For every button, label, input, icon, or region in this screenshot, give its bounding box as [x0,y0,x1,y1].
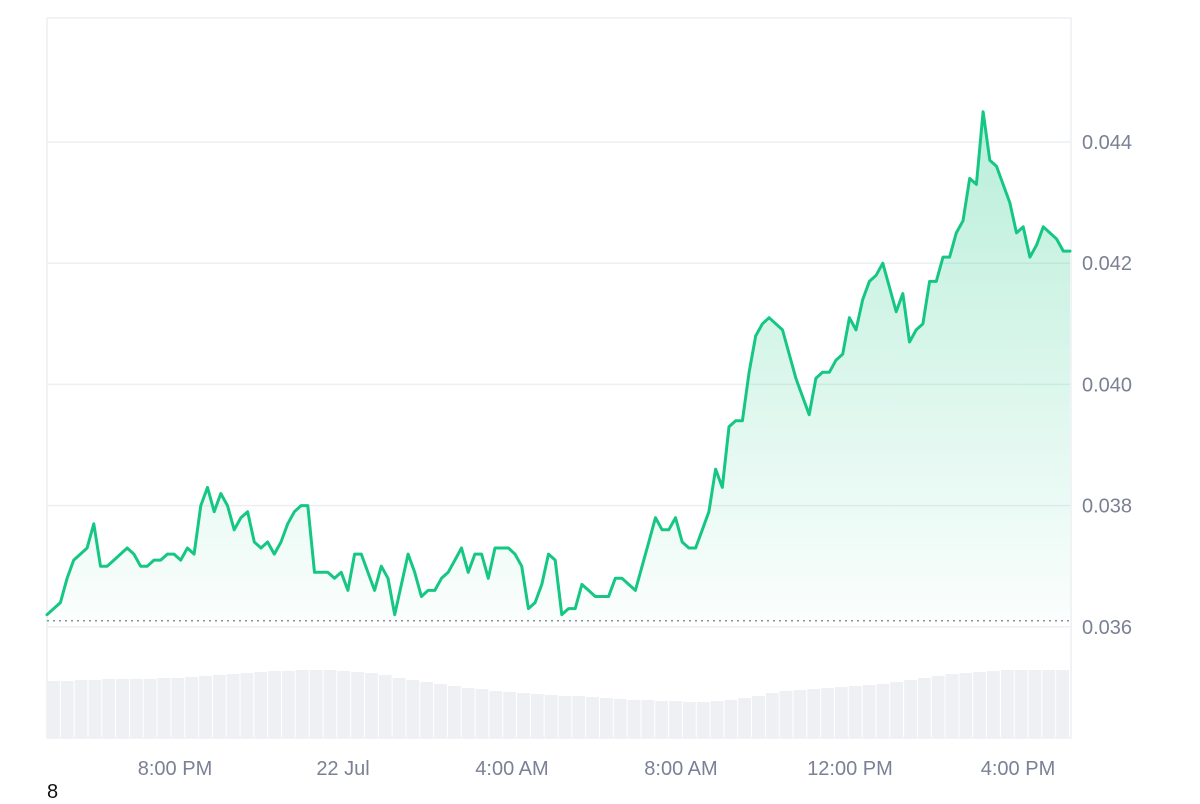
x-tick-label: 4:00 AM [475,758,548,780]
volume-bar [973,672,987,738]
volume-bar [530,694,544,738]
volume-bar [613,699,627,738]
volume-bar [364,673,378,738]
volume-bar [765,693,779,738]
footer-note: 8 [47,781,59,803]
volume-bar [558,696,572,738]
volume-bar [848,686,862,738]
volume-bar [461,688,475,738]
volume-bar [185,677,199,738]
volume-bar [47,681,60,738]
volume-bar [254,672,268,738]
volume-bar [599,698,613,738]
volume-bar [655,701,669,738]
y-tick-label: 0.044 [1082,132,1132,154]
price-area [47,111,1070,621]
x-axis-ticks: 8:00 PM 22 Jul 4:00 AM 8:00 AM 12:00 PM 4:00 … [138,758,1055,780]
volume-bars [47,670,1069,738]
volume-bar [351,672,364,738]
volume-bar [752,696,765,738]
volume-bar [821,688,834,738]
volume-bar [1000,670,1014,738]
volume-bar [945,674,959,738]
volume-bar [834,687,848,738]
volume-bar [74,680,88,738]
volume-bar [987,671,1000,738]
x-tick-label: 4:00 PM [981,758,1055,780]
volume-bar [199,676,212,738]
price-chart: 0.044 0.042 0.040 0.038 0.036 8:00 PM 22 Jul 4… [45,17,1132,780]
volume-bar [309,670,323,738]
volume-bar [862,685,876,738]
volume-bar [1014,670,1028,738]
volume-bar [420,682,434,738]
volume-bar [268,671,282,738]
volume-bar [641,700,655,738]
y-axis-ticks: 0.044 0.042 0.040 0.038 0.036 [1082,132,1132,639]
volume-bar [779,691,793,738]
volume-bar [696,702,710,738]
volume-bar [572,696,586,738]
price-line [45,110,1072,617]
x-tick-label: 8:00 PM [138,758,212,780]
volume-bar [212,675,226,738]
volume-bar [1056,670,1069,738]
volume-bar [143,679,157,738]
volume-bar [917,678,931,738]
volume-bar [295,670,309,738]
volume-bar [157,678,171,738]
volume-bar [406,680,420,738]
volume-bar [682,702,696,738]
volume-bar [475,689,489,738]
volume-bar [226,674,240,738]
volume-bar [116,679,129,738]
volume-bar [586,697,599,738]
x-tick-label: 12:00 PM [807,758,893,780]
volume-bar [282,671,295,738]
volume-bar [738,698,752,738]
y-tick-label: 0.040 [1082,374,1132,396]
y-tick-label: 0.036 [1082,617,1132,639]
volume-bar [129,679,143,738]
volume-bar [931,676,945,738]
volume-bar [876,684,890,738]
volume-bar [544,695,558,738]
volume-bar [710,701,724,738]
x-tick-label: 8:00 AM [644,758,717,780]
volume-bar [88,680,102,738]
volume-bar [1028,670,1042,738]
volume-bar [904,680,917,738]
volume-bar [890,682,904,738]
volume-bar [724,700,738,738]
volume-bar [102,679,116,738]
y-tick-label: 0.038 [1082,496,1132,518]
volume-bar [171,678,185,738]
volume-bar [489,691,503,738]
volume-bar [1042,670,1056,738]
volume-bar [378,675,392,738]
volume-bar [434,684,447,738]
volume-bar [447,686,461,738]
volume-bar [392,678,406,738]
volume-bar [517,693,530,738]
y-tick-label: 0.042 [1082,253,1132,275]
volume-bar [669,701,682,738]
volume-bar [503,692,517,738]
volume-bar [793,690,807,738]
x-tick-label: 22 Jul [316,758,369,780]
volume-bar [627,700,641,738]
volume-bar [240,673,254,738]
volume-bar [807,689,821,738]
volume-bar [323,670,337,738]
volume-bar [337,671,351,738]
volume-bar [959,673,973,738]
volume-bar [60,681,74,738]
